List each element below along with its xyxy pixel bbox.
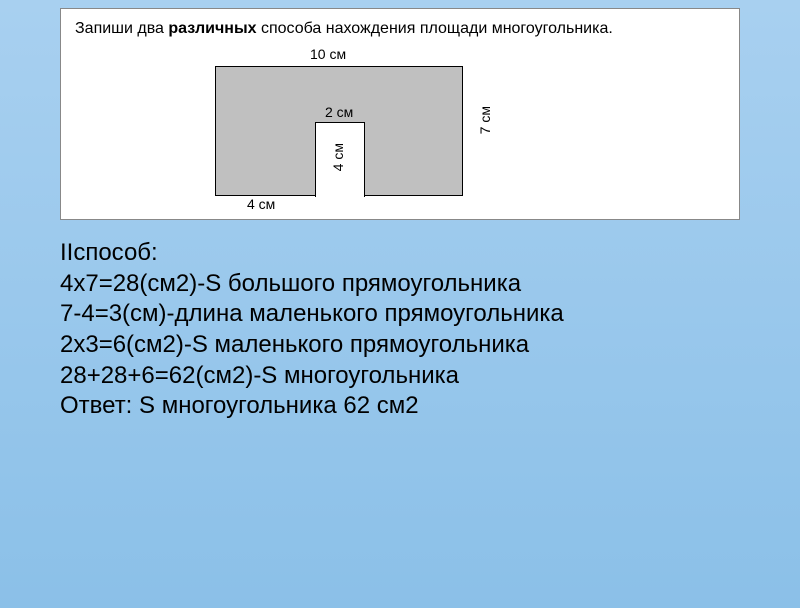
label-notch-top: 2 см [325,104,353,120]
polygon-diagram: 10 см 2 см 4 см 7 см 4 см [175,46,595,211]
solution-line1: 4х7=28(см2)-S большого прямоугольника [60,269,740,300]
solution-answer: Ответ: S многоугольника 62 см2 [60,391,740,422]
label-right: 7 см [477,106,493,134]
label-bottom-left: 4 см [247,196,275,212]
task-pre: Запиши два [75,20,168,37]
task-text: Запиши два различных способа нахождения … [75,19,725,40]
task-post: способа нахождения площади многоугольник… [257,20,613,37]
label-top: 10 см [310,46,346,62]
solution-line2: 7-4=3(см)-длина маленького прямоугольник… [60,299,740,330]
label-notch-side: 4 см [330,143,346,171]
solution-line3: 2х3=6(см2)-S маленького прямоугольника [60,330,740,361]
solution-block: IIспособ: 4х7=28(см2)-S большого прямоуг… [60,238,740,422]
task-bold: различных [168,20,256,37]
solution-line4: 28+28+6=62(см2)-S многоугольника [60,361,740,392]
task-box: Запиши два различных способа нахождения … [60,8,740,220]
solution-title: IIспособ: [60,238,740,269]
